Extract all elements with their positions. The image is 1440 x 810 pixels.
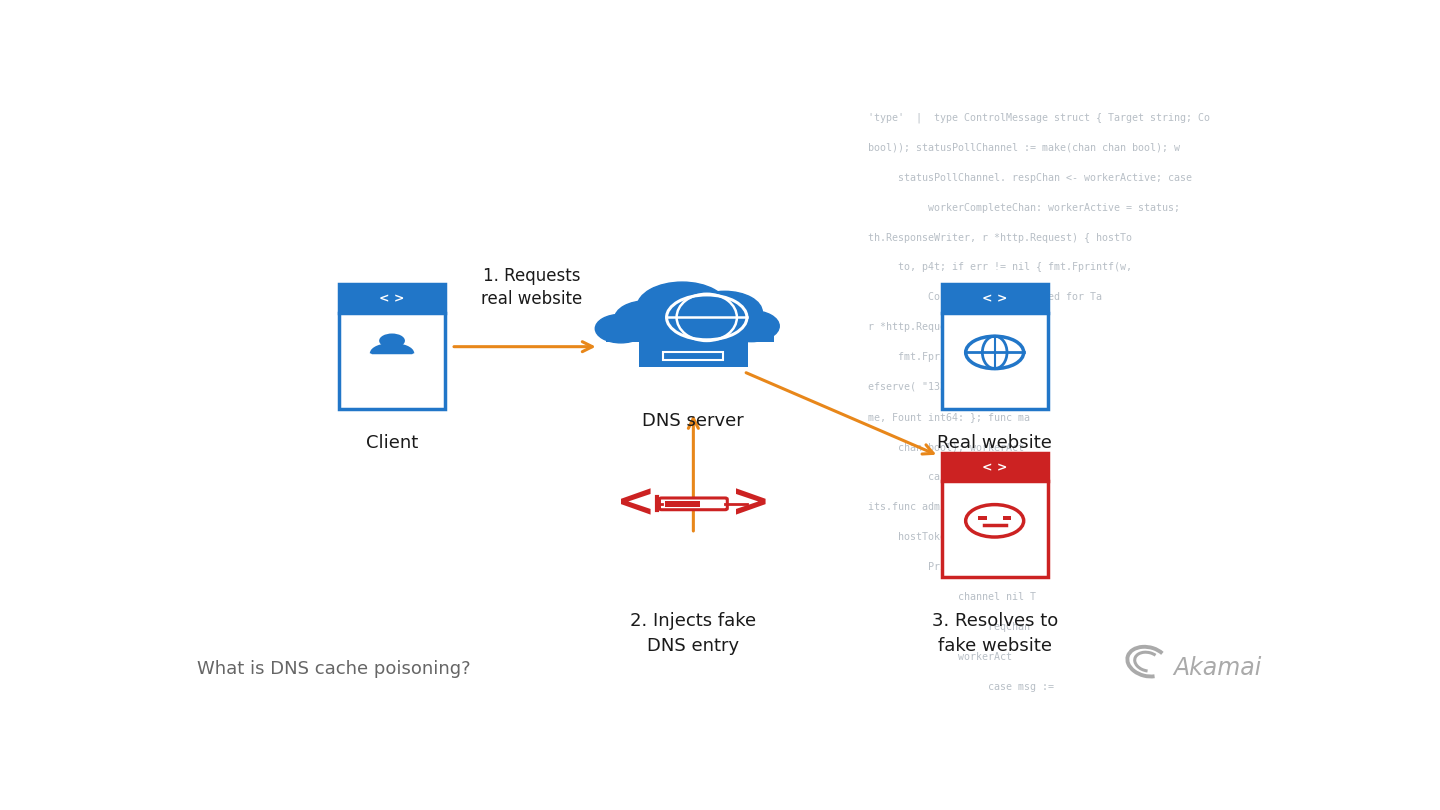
FancyBboxPatch shape: [660, 498, 727, 509]
FancyBboxPatch shape: [978, 516, 986, 520]
Text: to, p4t; if err != nil { fmt.Fprintf(w,: to, p4t; if err != nil { fmt.Fprintf(w,: [844, 262, 1132, 272]
Text: hostToken,: hostToken,: [844, 532, 958, 542]
Text: r *http.Request) { reqChan: r *http.Request) { reqChan: [844, 322, 1024, 332]
Text: DNS server: DNS server: [642, 412, 744, 430]
FancyBboxPatch shape: [1002, 516, 1011, 520]
Text: < >: < >: [982, 292, 1008, 305]
Text: workerAct: workerAct: [844, 652, 1012, 662]
FancyBboxPatch shape: [942, 284, 1048, 313]
Text: fmt.Fprint(w, "ACTIVE": fmt.Fprint(w, "ACTIVE": [844, 352, 1030, 362]
Text: 2. Injects fake
DNS entry: 2. Injects fake DNS entry: [631, 612, 756, 654]
Text: case msg :=: case msg :=: [844, 681, 1054, 692]
FancyBboxPatch shape: [942, 284, 1048, 409]
Text: statusPollChannel. respChan <- workerActive; case: statusPollChannel. respChan <- workerAct…: [844, 173, 1192, 183]
Text: Akamai: Akamai: [1174, 656, 1261, 680]
FancyBboxPatch shape: [665, 501, 700, 506]
FancyBboxPatch shape: [338, 284, 445, 313]
FancyBboxPatch shape: [338, 284, 445, 409]
Circle shape: [636, 282, 727, 333]
Text: chan bool); workerAct: chan bool); workerAct: [844, 442, 1024, 452]
Text: bool)); statusPollChannel := make(chan chan bool); w: bool)); statusPollChannel := make(chan c…: [844, 143, 1179, 153]
Text: <: <: [616, 481, 655, 526]
FancyBboxPatch shape: [942, 453, 1048, 481]
Text: Real website: Real website: [937, 434, 1053, 452]
Circle shape: [379, 334, 405, 348]
Text: me, Fount int64: }; func ma: me, Fount int64: }; func ma: [844, 412, 1030, 422]
Circle shape: [615, 301, 678, 336]
Text: channel nil T: channel nil T: [844, 592, 1035, 602]
Circle shape: [687, 292, 762, 334]
Text: th.ResponseWriter, r *http.Request) { hostTo: th.ResponseWriter, r *http.Request) { ho…: [844, 232, 1132, 242]
Text: < >: < >: [982, 461, 1008, 474]
Text: Client: Client: [366, 434, 418, 452]
FancyBboxPatch shape: [942, 453, 1048, 578]
Text: 1. Requests
real website: 1. Requests real website: [481, 267, 582, 308]
FancyBboxPatch shape: [606, 318, 773, 343]
FancyBboxPatch shape: [664, 352, 723, 360]
Text: reqChan: reqChan: [844, 622, 1030, 632]
Text: case msg := w: case msg := w: [844, 472, 1007, 482]
Text: 3. Resolves to
fake website: 3. Resolves to fake website: [932, 612, 1058, 654]
Text: efserve( "1337", nil}); };pa: efserve( "1337", nil}); };pa: [844, 382, 1035, 392]
Text: >: >: [732, 481, 770, 526]
Text: Printf(w,: Printf(w,: [844, 562, 982, 572]
Polygon shape: [372, 345, 412, 353]
FancyBboxPatch shape: [639, 343, 747, 367]
Circle shape: [723, 310, 779, 342]
Text: its.func admin(: its.func admin(: [844, 502, 958, 512]
Text: workerCompleteChan: workerActive = status;: workerCompleteChan: workerActive = statu…: [844, 202, 1179, 212]
Text: What is DNS cache poisoning?: What is DNS cache poisoning?: [197, 660, 471, 679]
Text: Control message issued for Ta: Control message issued for Ta: [844, 292, 1102, 302]
Text: < >: < >: [379, 292, 405, 305]
Circle shape: [595, 314, 647, 343]
Text: 'type'  |  type ControlMessage struct { Target string; Co: 'type' | type ControlMessage struct { Ta…: [844, 113, 1210, 123]
